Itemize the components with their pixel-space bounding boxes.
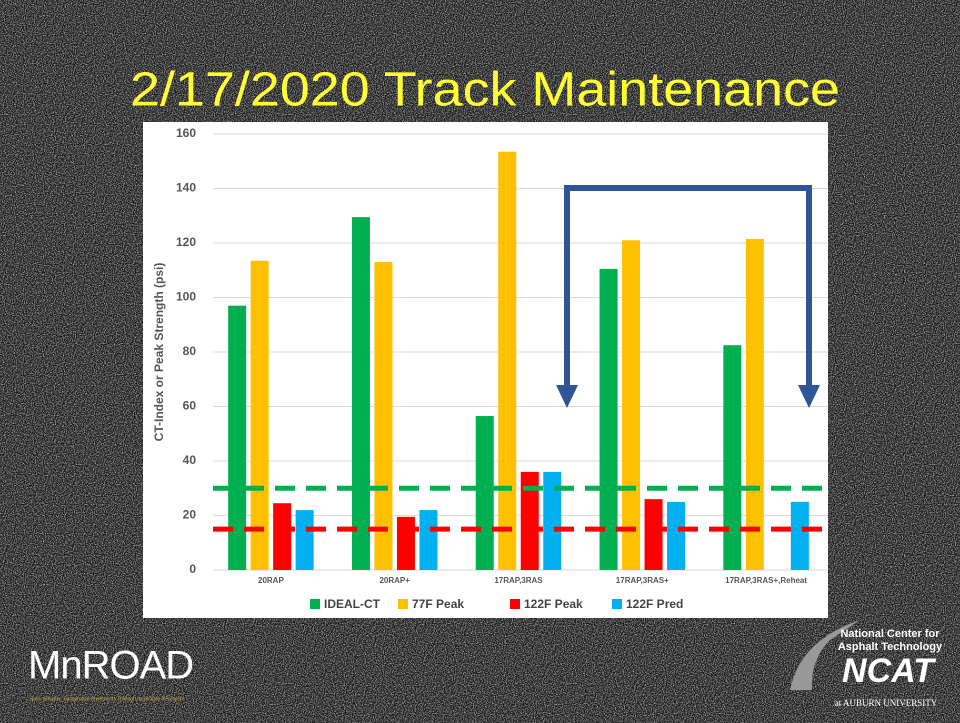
bar bbox=[599, 268, 618, 570]
x-tick-label: 20RAP bbox=[258, 576, 284, 585]
legend-label: IDEAL-CT bbox=[324, 597, 381, 611]
legend-label: 122F Pred bbox=[626, 597, 683, 611]
y-tick-label: 40 bbox=[183, 453, 197, 467]
y-tick-label: 160 bbox=[176, 126, 196, 140]
bar bbox=[250, 260, 269, 570]
y-tick-label: 0 bbox=[189, 562, 196, 576]
ncat-line1: National Center for bbox=[840, 628, 940, 640]
bar bbox=[419, 510, 438, 570]
bar bbox=[790, 501, 809, 570]
bar bbox=[228, 305, 247, 570]
slide-title: 2/17/2020 Track Maintenance bbox=[130, 64, 840, 117]
bar bbox=[396, 516, 415, 570]
bar bbox=[667, 501, 686, 570]
legend-swatch bbox=[398, 599, 408, 609]
arrow-head bbox=[556, 385, 578, 408]
bar bbox=[273, 503, 292, 570]
bar bbox=[351, 217, 370, 571]
legend-swatch bbox=[612, 599, 622, 609]
y-tick-label: 60 bbox=[183, 399, 197, 413]
y-tick-label: 120 bbox=[176, 235, 196, 249]
bar bbox=[745, 238, 764, 570]
plot: 0 20 40 60 80 100 120 140 160 20RAP 20RAP+ 17RAP,3R… bbox=[176, 126, 828, 611]
bar bbox=[295, 510, 314, 570]
bar bbox=[644, 499, 663, 570]
bar bbox=[498, 151, 517, 570]
bar bbox=[475, 416, 494, 570]
legend-swatch bbox=[310, 599, 320, 609]
legend-swatch bbox=[510, 599, 520, 609]
y-tick-label: 20 bbox=[183, 508, 197, 522]
bar bbox=[543, 471, 562, 570]
x-tick-label: 17RAP,3RAS+ bbox=[616, 576, 669, 585]
legend-label: 77F Peak bbox=[412, 597, 464, 611]
x-tick-label: 20RAP+ bbox=[379, 576, 410, 585]
bar bbox=[622, 240, 641, 570]
y-tick-label: 80 bbox=[183, 344, 197, 358]
bracket-arrow bbox=[556, 185, 820, 408]
legend-label: 122F Peak bbox=[524, 597, 583, 611]
ncat-swoosh bbox=[790, 620, 860, 690]
bar bbox=[520, 471, 539, 570]
bar bbox=[374, 262, 393, 570]
mnroad-logo: MnROAD bbox=[28, 644, 193, 688]
y-tick-label: 140 bbox=[176, 181, 196, 195]
ncat-line2: Asphalt Technology bbox=[838, 641, 943, 653]
mnroad-tagline: Safe, Smarter, Sustainable Pavements Thr… bbox=[30, 696, 183, 702]
ncat-logo: NCAT bbox=[842, 652, 937, 690]
y-axis-label: CT-Index or Peak Strength (psi) bbox=[152, 263, 166, 442]
arrow-head bbox=[798, 385, 820, 408]
x-tick-label: 17RAP,3RAS bbox=[494, 576, 543, 585]
bracket-line bbox=[564, 185, 812, 395]
bar bbox=[723, 345, 742, 570]
ncat-sub: at AUBURN UNIVERSITY bbox=[835, 698, 938, 708]
x-tick-label: 17RAP,3RAS+,Reheat bbox=[725, 576, 807, 585]
y-tick-label: 100 bbox=[176, 290, 196, 304]
